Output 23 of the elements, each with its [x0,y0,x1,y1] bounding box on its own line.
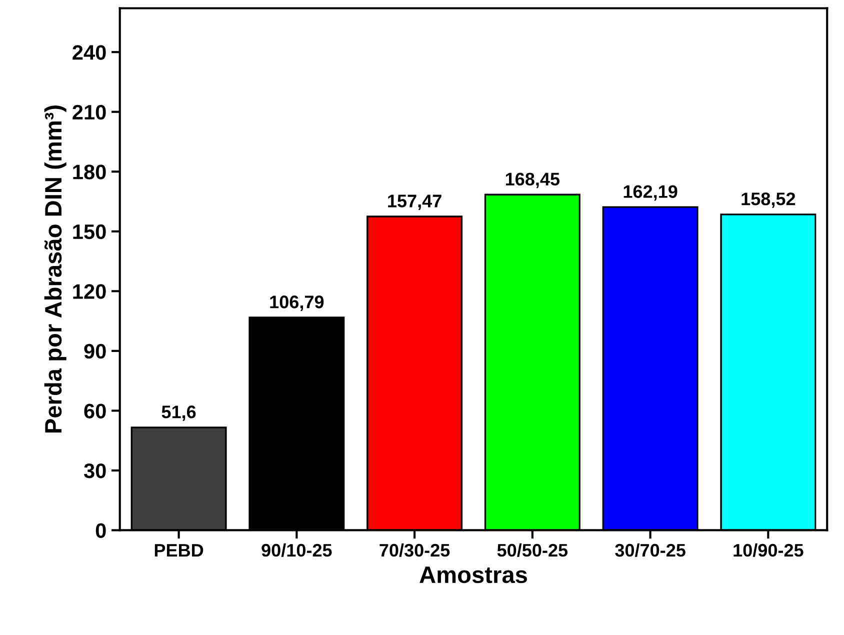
y-tick-label: 0 [96,523,106,538]
y-tick-label: 240 [72,45,106,60]
x-tick-label: 30/70-25 [615,543,686,557]
data-label: 158,52 [742,192,796,208]
x-tick-label: 70/30-25 [380,543,450,557]
data-label: 51,6 [162,406,196,421]
x-axis-title: Amostras [420,566,527,584]
y-axis-title: Perda por Abrasão DIN (mm³) [44,106,66,433]
x-tick-label: 50/50-25 [497,543,568,557]
x-tick-label: 10/90-25 [734,543,804,557]
data-label: 162,19 [624,185,678,201]
y-tick-label: 150 [73,224,106,240]
x-tick-label: 90/10-25 [262,543,332,557]
x-tick-label: PEBD [154,544,204,557]
y-tick-label: 90 [84,344,106,359]
y-tick-label: 180 [73,164,106,180]
data-label: 157,47 [388,194,442,210]
y-tick-label: 60 [84,404,106,418]
y-tick-label: 120 [73,284,106,299]
y-tick-label: 30 [84,463,106,478]
data-label: 106,79 [270,296,324,311]
y-tick-label: 210 [72,104,106,120]
data-label: 168,45 [506,172,560,188]
